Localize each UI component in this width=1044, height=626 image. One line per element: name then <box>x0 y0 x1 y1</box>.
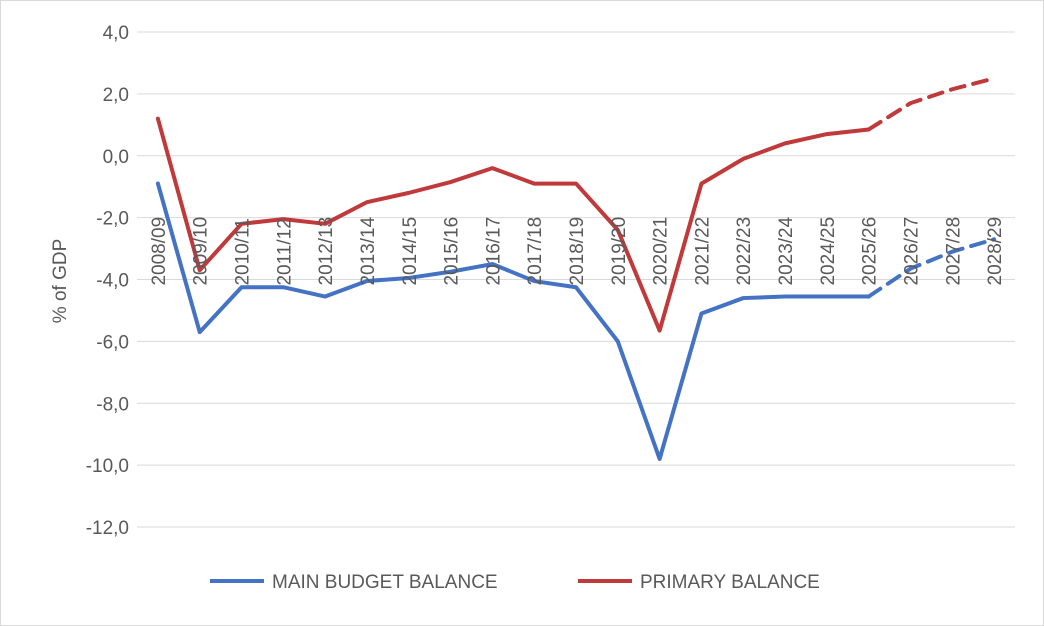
y-tick-label: -6,0 <box>96 332 129 353</box>
legend: MAIN BUDGET BALANCE PRIMARY BALANCE <box>210 572 820 593</box>
x-tick-label: 2019/20 <box>609 217 630 286</box>
series-projection-main-budget-balance <box>866 237 997 299</box>
y-axis-title: % of GDP <box>50 239 71 323</box>
series-lines <box>155 76 997 461</box>
x-tick-label: 2008/09 <box>149 217 170 286</box>
y-tick-label: 0,0 <box>103 147 129 168</box>
y-tick-label: 2,0 <box>103 85 129 106</box>
y-tick-label: -10,0 <box>86 456 129 477</box>
x-tick-label: 2011/12 <box>274 218 295 285</box>
legend-label-main-budget-balance: MAIN BUDGET BALANCE <box>272 572 498 593</box>
y-tick-label: 4,0 <box>103 23 129 44</box>
x-tick-label: 2021/22 <box>692 217 713 286</box>
x-tick-label: 2023/24 <box>776 216 797 285</box>
y-axis-tick-labels: 4,0 2,0 0,0 -2,0 -4,0 -6,0 -8,0 -10,0 -12,0 <box>86 23 129 539</box>
y-tick-label: -4,0 <box>96 271 129 292</box>
series-projection-primary-balance <box>866 76 997 132</box>
y-tick-label: -12,0 <box>86 518 129 539</box>
x-tick-label: 2022/23 <box>734 217 755 286</box>
x-tick-label: 2013/14 <box>358 216 379 285</box>
y-tick-label: -2,0 <box>96 209 129 230</box>
x-axis-tick-labels: 2008/09 2009/10 2010/11 2011/12 2012/13 2013/… <box>149 216 1006 285</box>
x-tick-label: 2025/26 <box>860 217 881 286</box>
x-tick-label: 2018/19 <box>567 217 588 286</box>
x-tick-label: 2012/13 <box>316 217 337 286</box>
x-tick-label: 2015/16 <box>442 217 463 286</box>
x-tick-label: 2020/21 <box>651 217 672 286</box>
x-tick-label: 2028/29 <box>985 217 1006 286</box>
x-tick-label: 2016/17 <box>483 217 504 286</box>
x-tick-label: 2010/11 <box>233 218 254 285</box>
x-tick-label: 2014/15 <box>400 217 421 286</box>
gridlines <box>137 31 1015 528</box>
legend-label-primary-balance: PRIMARY BALANCE <box>640 572 820 593</box>
x-tick-label: 2009/10 <box>191 217 212 286</box>
y-tick-label: -8,0 <box>96 394 129 415</box>
x-tick-label: 2024/25 <box>818 217 839 286</box>
series-line-main-budget-balance <box>155 181 871 461</box>
x-tick-label: 2027/28 <box>943 217 964 286</box>
x-tick-label: 2017/18 <box>525 217 546 286</box>
x-tick-label: 2026/27 <box>901 217 922 286</box>
series-line-primary-balance <box>155 116 871 333</box>
